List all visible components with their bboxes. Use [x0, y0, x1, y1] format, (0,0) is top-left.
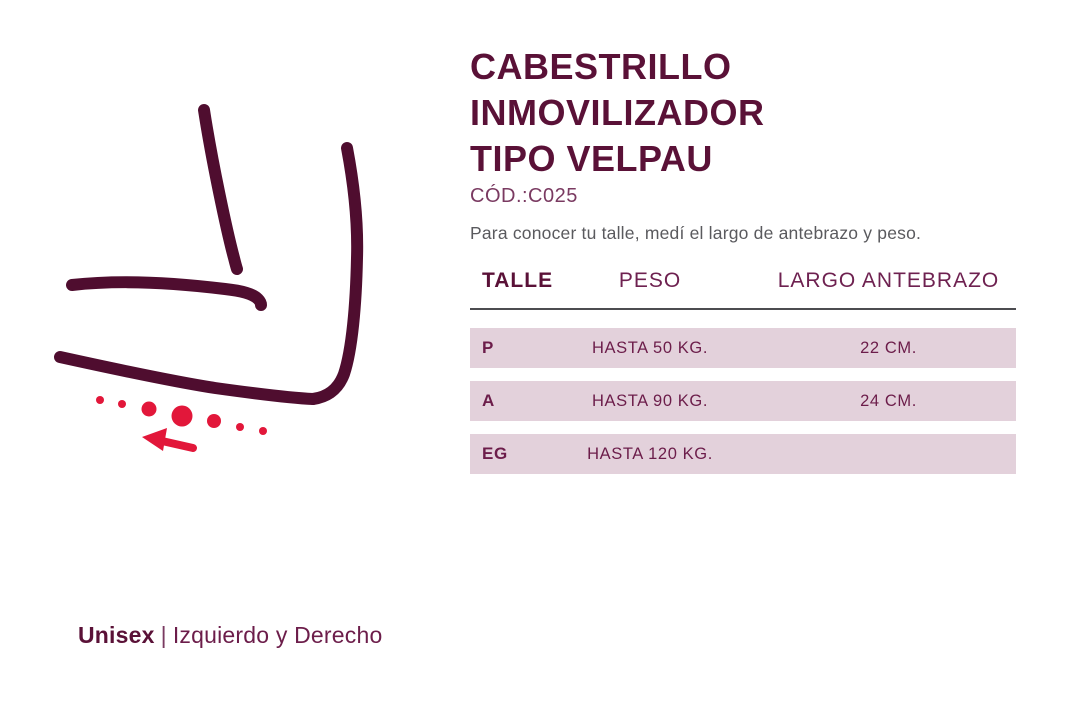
size-cell: A [482, 391, 495, 410]
product-info: CABESTRILLO INMOVILIZADOR TIPO VELPAU CÓ… [470, 44, 1016, 474]
page-title: CABESTRILLO INMOVILIZADOR TIPO VELPAU [470, 44, 1016, 182]
weight-cell: HASTA 90 KG. [591, 391, 709, 410]
forearm-length-cell: 22 CM. [860, 338, 917, 357]
weight-cell: HASTA 120 KG. [587, 444, 713, 463]
gender-label: Unisex [78, 622, 155, 648]
table-row-a: A HASTA 90 KG. 24 CM. [470, 381, 1016, 421]
header-largo-antebrazo: LARGO ANTEBRAZO [777, 269, 1000, 292]
forearm-line [66, 276, 267, 311]
header-talle: TALLE [482, 269, 554, 292]
table-row-p: P HASTA 50 KG. 22 CM. [470, 328, 1016, 368]
size-cell: P [482, 338, 494, 357]
forearm-underside-line [54, 351, 319, 405]
sizing-instruction: Para conocer tu talle, medí el largo de … [470, 223, 922, 243]
separator-bar: | [160, 622, 167, 648]
product-code: CÓD.:C025 [470, 185, 578, 207]
header-peso: PESO [618, 269, 682, 292]
forearm-length-cell: 24 CM. [860, 391, 917, 410]
header-divider [470, 308, 1016, 310]
page-title-line-2: INMOVILIZADOR [470, 92, 765, 133]
measurement-dots [96, 396, 267, 435]
page-title-line-3: TIPO VELPAU [470, 138, 713, 179]
sides-label: Izquierdo y Derecho [172, 622, 383, 648]
arm-elbow-illustration [54, 104, 364, 452]
size-table: P HASTA 50 KG. 22 CM. A HASTA 90 KG. 24 … [470, 328, 1016, 474]
outer-arm-line [307, 142, 364, 405]
weight-cell: HASTA 50 KG. [591, 338, 709, 357]
size-cell: EG [482, 444, 508, 463]
table-row-eg: EG HASTA 120 KG. [470, 434, 1016, 474]
size-table-header: TALLE PESO LARGO ANTEBRAZO [470, 268, 1016, 294]
upper-arm-line [198, 104, 243, 275]
variant-note: Unisex | Izquierdo y Derecho [78, 620, 382, 650]
left-arrow-icon [142, 428, 197, 452]
page-title-line-1: CABESTRILLO [470, 46, 732, 87]
